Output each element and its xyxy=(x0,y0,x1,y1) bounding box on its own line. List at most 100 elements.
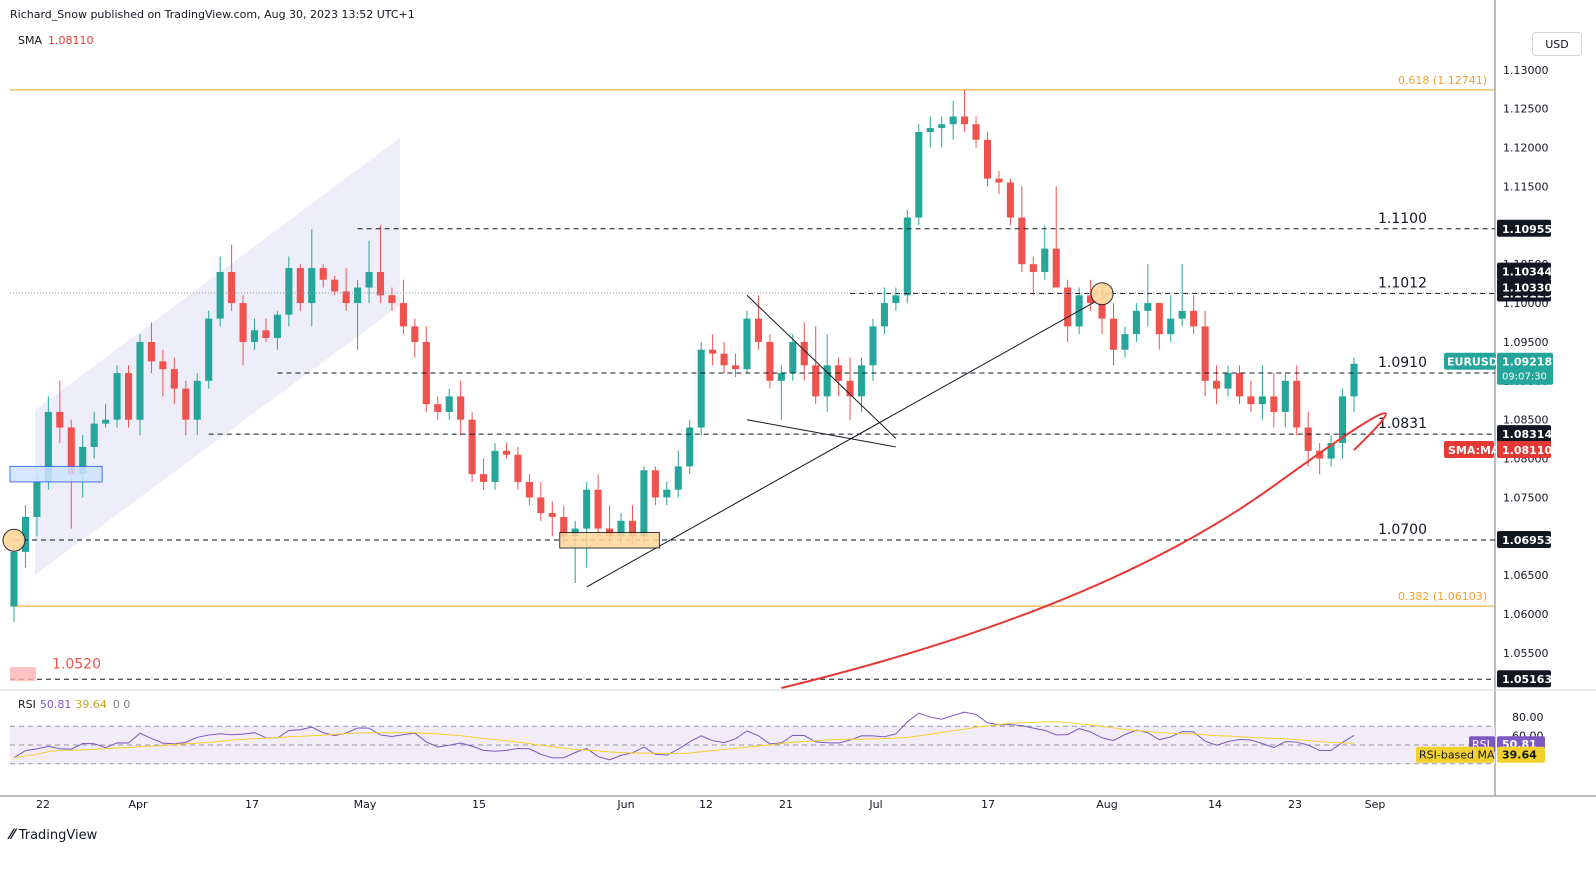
candle-body[interactable] xyxy=(491,450,499,482)
candle-body[interactable] xyxy=(342,291,350,304)
candle-body[interactable] xyxy=(182,388,190,420)
candle-body[interactable] xyxy=(537,497,545,514)
candle-body[interactable] xyxy=(766,341,774,381)
candle-body[interactable] xyxy=(697,349,705,428)
candle-body[interactable] xyxy=(1201,326,1209,381)
currency-button[interactable]: USD xyxy=(1532,32,1582,56)
candle-body[interactable] xyxy=(926,128,934,132)
candle-body[interactable] xyxy=(949,116,957,125)
candle-body[interactable] xyxy=(583,489,591,529)
candle-body[interactable] xyxy=(388,295,396,304)
candle-body[interactable] xyxy=(857,365,866,397)
candle-body[interactable] xyxy=(846,380,854,397)
candle-body[interactable] xyxy=(1235,373,1244,397)
candle-body[interactable] xyxy=(1155,303,1163,335)
candle-body[interactable] xyxy=(308,268,316,304)
candle-body[interactable] xyxy=(468,419,476,475)
candle-body[interactable] xyxy=(1213,380,1221,389)
candle-body[interactable] xyxy=(193,380,201,420)
candle-body[interactable] xyxy=(903,217,911,296)
candle-body[interactable] xyxy=(56,411,64,428)
candle-body[interactable] xyxy=(800,341,808,366)
candle-body[interactable] xyxy=(1338,396,1347,444)
candle-body[interactable] xyxy=(1327,443,1335,459)
candle-body[interactable] xyxy=(319,268,327,280)
candle-body[interactable] xyxy=(754,318,762,342)
candle-body[interactable] xyxy=(743,318,751,370)
candle-body[interactable] xyxy=(915,131,923,218)
candle-body[interactable] xyxy=(628,520,637,537)
candle-body[interactable] xyxy=(1224,373,1232,389)
candle-body[interactable] xyxy=(262,330,270,339)
candle-body[interactable] xyxy=(892,295,900,304)
candle-body[interactable] xyxy=(514,454,522,482)
candle-body[interactable] xyxy=(1178,310,1186,319)
candle-body[interactable] xyxy=(44,411,52,482)
candle-body[interactable] xyxy=(376,271,385,296)
candle-body[interactable] xyxy=(296,268,304,304)
candle-body[interactable] xyxy=(812,365,820,397)
candle-body[interactable] xyxy=(709,349,717,354)
tradingview-logo[interactable]: ⁄⁄ TradingView xyxy=(10,827,97,843)
candle-body[interactable] xyxy=(399,303,407,327)
candle-body[interactable] xyxy=(1109,318,1118,350)
candle-body[interactable] xyxy=(995,178,1003,183)
candle-body[interactable] xyxy=(480,474,488,482)
candle-body[interactable] xyxy=(720,353,728,366)
candle-body[interactable] xyxy=(1304,427,1312,451)
candle-body[interactable] xyxy=(1029,264,1037,272)
candle-body[interactable] xyxy=(1190,310,1198,327)
candle-body[interactable] xyxy=(285,268,293,315)
candle-body[interactable] xyxy=(1258,396,1266,405)
candle-body[interactable] xyxy=(331,279,339,292)
candle-body[interactable] xyxy=(205,318,213,381)
candle-body[interactable] xyxy=(216,271,224,319)
candle-body[interactable] xyxy=(594,489,602,529)
candle-body[interactable] xyxy=(273,314,281,339)
candle-body[interactable] xyxy=(228,271,236,304)
candle-body[interactable] xyxy=(548,513,556,517)
candle-body[interactable] xyxy=(1316,450,1324,459)
candle-body[interactable] xyxy=(502,450,511,455)
candle-body[interactable] xyxy=(560,516,568,537)
candle-body[interactable] xyxy=(1064,287,1072,327)
candle-body[interactable] xyxy=(1270,396,1278,412)
candle-body[interactable] xyxy=(1006,182,1014,218)
candle-body[interactable] xyxy=(869,326,877,366)
candle-body[interactable] xyxy=(777,373,785,381)
candle-body[interactable] xyxy=(983,139,992,179)
candle-body[interactable] xyxy=(674,466,682,490)
candle-body[interactable] xyxy=(1121,334,1129,350)
candle-body[interactable] xyxy=(1293,380,1301,428)
candle-body[interactable] xyxy=(33,481,41,517)
candle-body[interactable] xyxy=(972,124,980,140)
candle-body[interactable] xyxy=(159,361,167,370)
candle-body[interactable] xyxy=(21,516,30,552)
candle-body[interactable] xyxy=(457,396,465,420)
candle-body[interactable] xyxy=(961,116,969,125)
candle-body[interactable] xyxy=(789,341,797,374)
candle-body[interactable] xyxy=(1098,303,1106,319)
candle-body[interactable] xyxy=(90,423,98,447)
candle-body[interactable] xyxy=(411,326,419,342)
candle-body[interactable] xyxy=(147,341,155,362)
candle-body[interactable] xyxy=(1052,248,1060,288)
candle-body[interactable] xyxy=(124,373,133,420)
candle-body[interactable] xyxy=(686,427,694,467)
candle-body[interactable] xyxy=(1144,303,1152,311)
candle-body[interactable] xyxy=(434,404,442,412)
candle-body[interactable] xyxy=(1041,248,1049,272)
candle-body[interactable] xyxy=(10,551,18,607)
candle-body[interactable] xyxy=(102,419,110,424)
candle-body[interactable] xyxy=(1132,310,1140,335)
candle-body[interactable] xyxy=(1018,217,1026,265)
candle-body[interactable] xyxy=(250,330,259,342)
candle-body[interactable] xyxy=(617,520,625,537)
candle-body[interactable] xyxy=(731,365,740,370)
candle-body[interactable] xyxy=(67,427,75,475)
candle-body[interactable] xyxy=(525,481,533,498)
candle-body[interactable] xyxy=(1281,380,1289,412)
candle-body[interactable] xyxy=(1167,318,1175,335)
